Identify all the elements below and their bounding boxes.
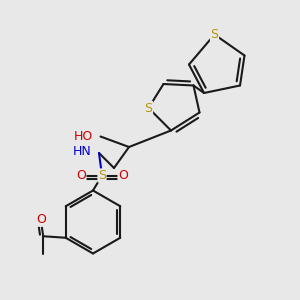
Text: S: S (145, 101, 152, 115)
Text: HN: HN (73, 145, 92, 158)
Text: O: O (118, 169, 128, 182)
Text: O: O (36, 213, 46, 226)
Text: O: O (76, 169, 86, 182)
Text: S: S (98, 169, 106, 182)
Text: HO: HO (74, 130, 93, 143)
Text: S: S (211, 28, 218, 41)
